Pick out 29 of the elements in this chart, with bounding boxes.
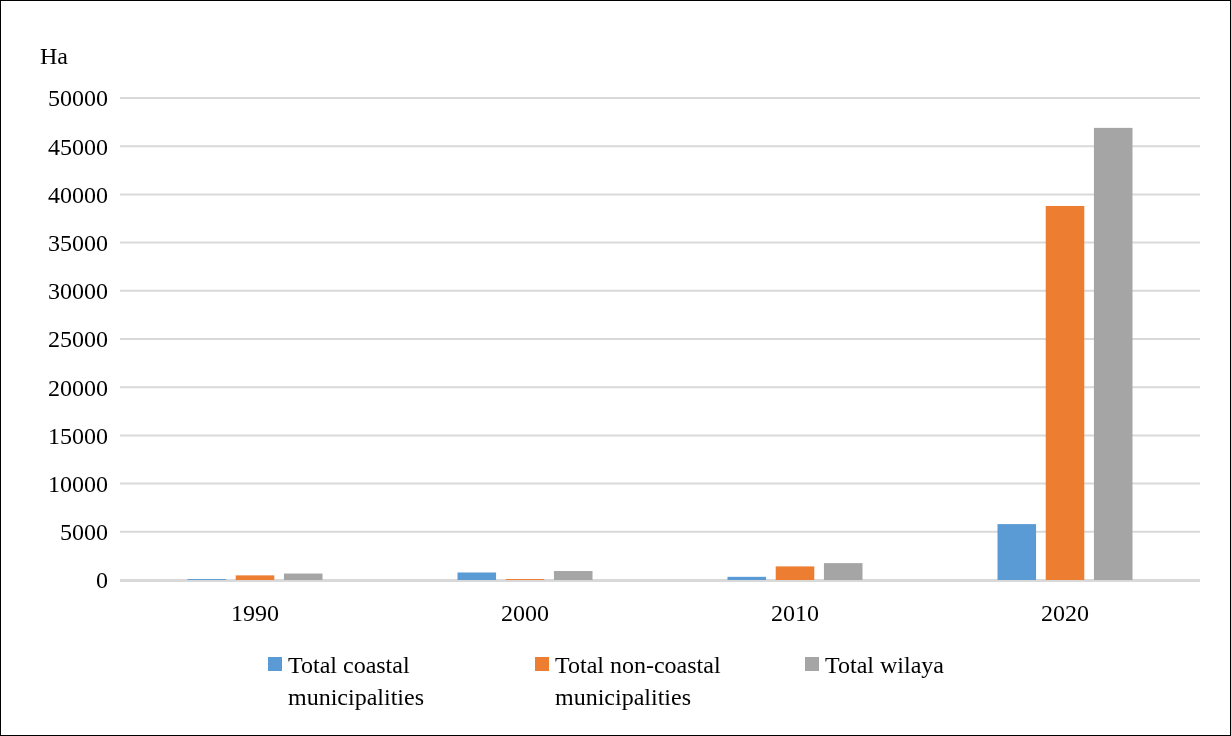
y-tick-label: 15000 <box>48 422 108 449</box>
y-tick-label: 25000 <box>48 326 108 353</box>
y-tick-label: 40000 <box>48 181 108 208</box>
y-tick-label: 20000 <box>48 374 108 401</box>
bar <box>775 566 815 580</box>
bar <box>1045 205 1085 580</box>
x-tick-label: 2010 <box>771 600 819 626</box>
y-axis-title: Ha <box>40 43 69 69</box>
y-tick-label: 0 <box>96 567 108 594</box>
bar <box>553 571 593 580</box>
legend-label: Total wilaya <box>825 652 945 678</box>
y-tick-label: 10000 <box>48 471 108 497</box>
bar <box>235 575 275 580</box>
bar <box>283 573 323 580</box>
bar <box>457 572 497 580</box>
legend-label: Total coastal municipalities <box>288 652 424 710</box>
bar <box>823 563 863 580</box>
y-tick-label: 35000 <box>48 230 108 256</box>
bar <box>1093 127 1133 580</box>
y-tick-label: 5000 <box>60 519 108 546</box>
x-tick-label: 2020 <box>1041 600 1089 626</box>
x-tick-label: 1990 <box>231 600 279 626</box>
bar <box>997 524 1037 580</box>
y-tick-label: 45000 <box>48 133 108 160</box>
y-tick-label: 30000 <box>48 278 108 305</box>
y-tick-label: 50000 <box>48 85 108 112</box>
x-tick-label: 2000 <box>501 600 549 626</box>
legend-label: Total non-coastal municipalities <box>555 652 721 710</box>
bar <box>727 576 767 580</box>
